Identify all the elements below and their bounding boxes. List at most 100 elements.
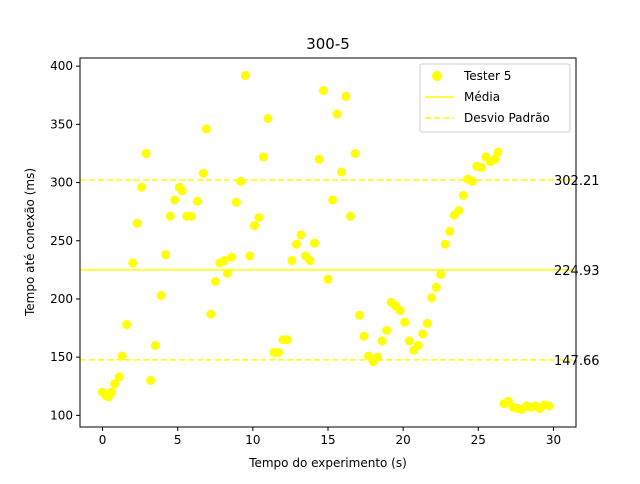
data-point [373,352,383,362]
legend-label-mean: Média [464,90,500,104]
x-tick-label: 15 [320,433,335,447]
data-point [404,336,414,346]
data-point [400,317,410,327]
data-point [219,256,229,265]
data-point [186,211,196,221]
data-point [445,226,455,236]
data-point [222,268,232,278]
x-tick-label: 20 [396,433,411,447]
data-point [427,293,437,303]
data-point [467,176,477,186]
data-point [273,348,283,357]
data-point [422,318,432,328]
data-point [150,341,160,350]
data-point [490,154,500,164]
data-point [245,251,255,261]
data-point [161,250,171,260]
data-point [122,320,132,330]
y-tick-label: 100 [50,408,73,422]
data-point [240,71,250,80]
data-point [305,256,315,265]
data-point [210,277,220,286]
data-point [192,196,202,206]
data-point [314,154,324,164]
data-point [493,147,503,157]
data-point [146,375,156,385]
data-point [341,91,351,101]
data-point [454,206,464,215]
y-axis-label: Tempo até conexão (ms) [23,168,37,317]
legend-marker-icon [432,71,442,81]
legend: Tester 5 Média Desvio Padrão [419,63,571,133]
data-point [296,230,306,240]
data-point [413,341,423,350]
data-point [332,109,342,119]
data-point [431,282,441,292]
y-tick-label: 400 [50,59,73,73]
data-point [227,252,237,262]
mean-value-label: 224.93 [554,264,600,279]
data-point [110,379,120,389]
lower-std-value-label: 147.66 [554,354,600,369]
data-point [114,372,124,382]
data-point [418,329,428,339]
data-point [377,336,387,346]
data-point [201,124,211,134]
y-tick-label: 350 [50,117,73,131]
data-point [132,218,142,228]
data-point [319,86,328,96]
data-point [249,221,259,231]
data-point [291,239,301,249]
data-point [476,162,486,172]
data-point [458,190,468,200]
x-tick-label: 10 [245,433,260,447]
data-point [198,168,208,178]
reference-lines: 302.21 224.93 147.66 [80,174,600,369]
data-point [141,149,151,158]
chart-title: 300-5 [306,35,350,53]
data-point [236,176,246,186]
legend-box [419,63,571,133]
data-point [359,331,369,341]
data-point [355,310,365,320]
x-tick-label: 25 [471,433,486,447]
upper-std-value-label: 302.21 [554,174,600,189]
data-point [282,335,292,345]
data-point [544,401,554,411]
x-tick-label: 0 [99,433,107,447]
data-point [156,291,166,300]
data-point [346,211,355,221]
data-point [128,258,138,268]
data-point [258,152,268,162]
data-point [170,195,180,205]
data-point [117,351,127,361]
x-tick-label: 30 [546,433,561,447]
legend-label-tester: Tester 5 [463,69,511,83]
data-point [382,325,392,335]
data-point [337,167,346,177]
y-tick-label: 150 [50,350,73,364]
axes: 0 5 10 15 20 25 30 100 150 200 250 300 350 400 [50,57,577,447]
data-point [231,197,241,207]
data-point [323,274,333,284]
data-point [206,309,216,319]
data-point [263,114,273,123]
data-points [98,71,554,414]
data-point [436,270,446,279]
data-point [107,387,117,397]
y-tick-label: 250 [50,234,73,248]
data-point [165,211,175,221]
data-point [287,256,297,265]
x-axis-label: Tempo do experimento (s) [248,456,407,470]
y-tick-label: 300 [50,176,73,190]
data-point [177,186,187,196]
data-point [310,238,319,248]
data-point [137,182,147,192]
data-point [350,149,360,158]
data-point [328,195,337,205]
data-point [440,239,450,249]
x-tick-label: 5 [174,433,182,447]
legend-label-std: Desvio Padrão [464,111,550,125]
